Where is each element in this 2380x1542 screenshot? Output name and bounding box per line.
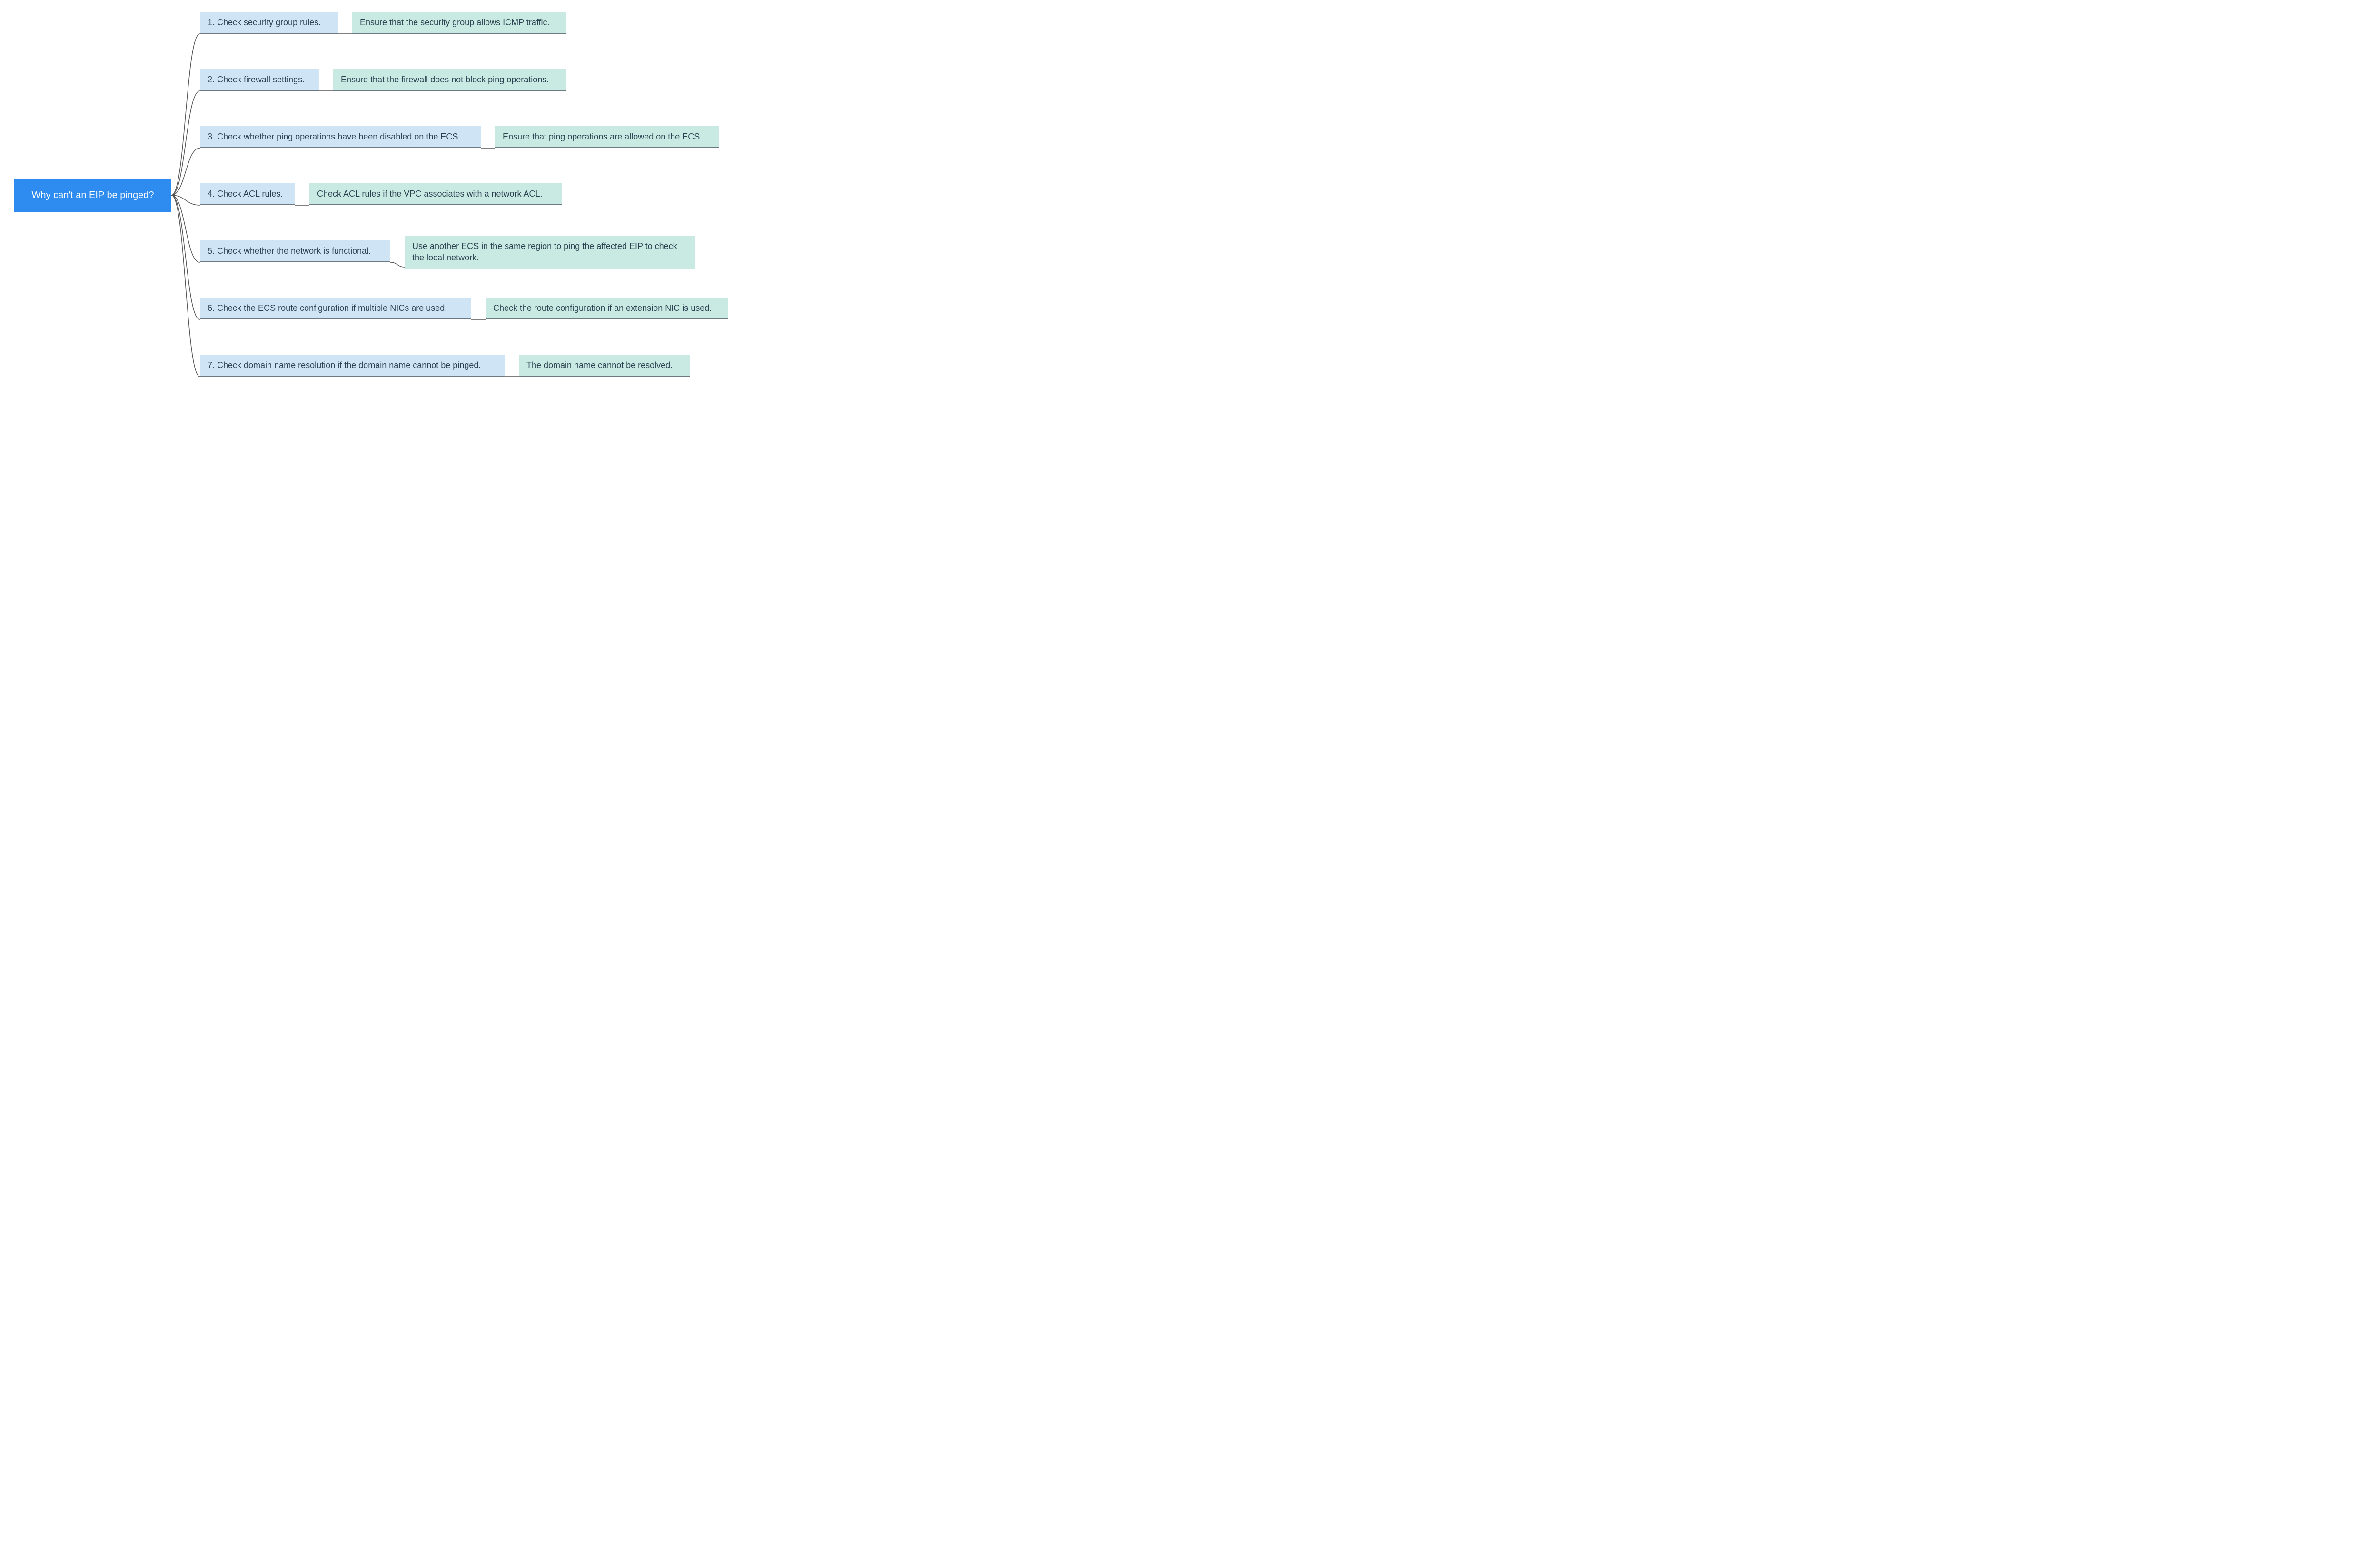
branch-4-primary: 4. Check ACL rules. [200,183,295,205]
branch-1-primary: 1. Check security group rules. [200,12,338,34]
branch-6-secondary: Check the route configuration if an exte… [486,298,728,319]
branch-2-secondary: Ensure that the firewall does not block … [333,69,566,91]
mindmap-canvas: Why can't an EIP be pinged? 1. Check sec… [0,0,747,390]
branch-1-secondary: Ensure that the security group allows IC… [352,12,566,34]
branch-5-primary: 5. Check whether the network is function… [200,240,390,262]
branch-4-secondary: Check ACL rules if the VPC associates wi… [309,183,562,205]
branch-5-secondary: Use another ECS in the same region to pi… [405,236,695,269]
branch-7-primary: 7. Check domain name resolution if the d… [200,355,505,377]
branch-6-primary: 6. Check the ECS route configuration if … [200,298,471,319]
branch-3-primary: 3. Check whether ping operations have be… [200,126,481,148]
root-node: Why can't an EIP be pinged? [14,179,171,212]
branch-2-primary: 2. Check firewall settings. [200,69,319,91]
branch-3-secondary: Ensure that ping operations are allowed … [495,126,719,148]
branch-7-secondary: The domain name cannot be resolved. [519,355,690,377]
